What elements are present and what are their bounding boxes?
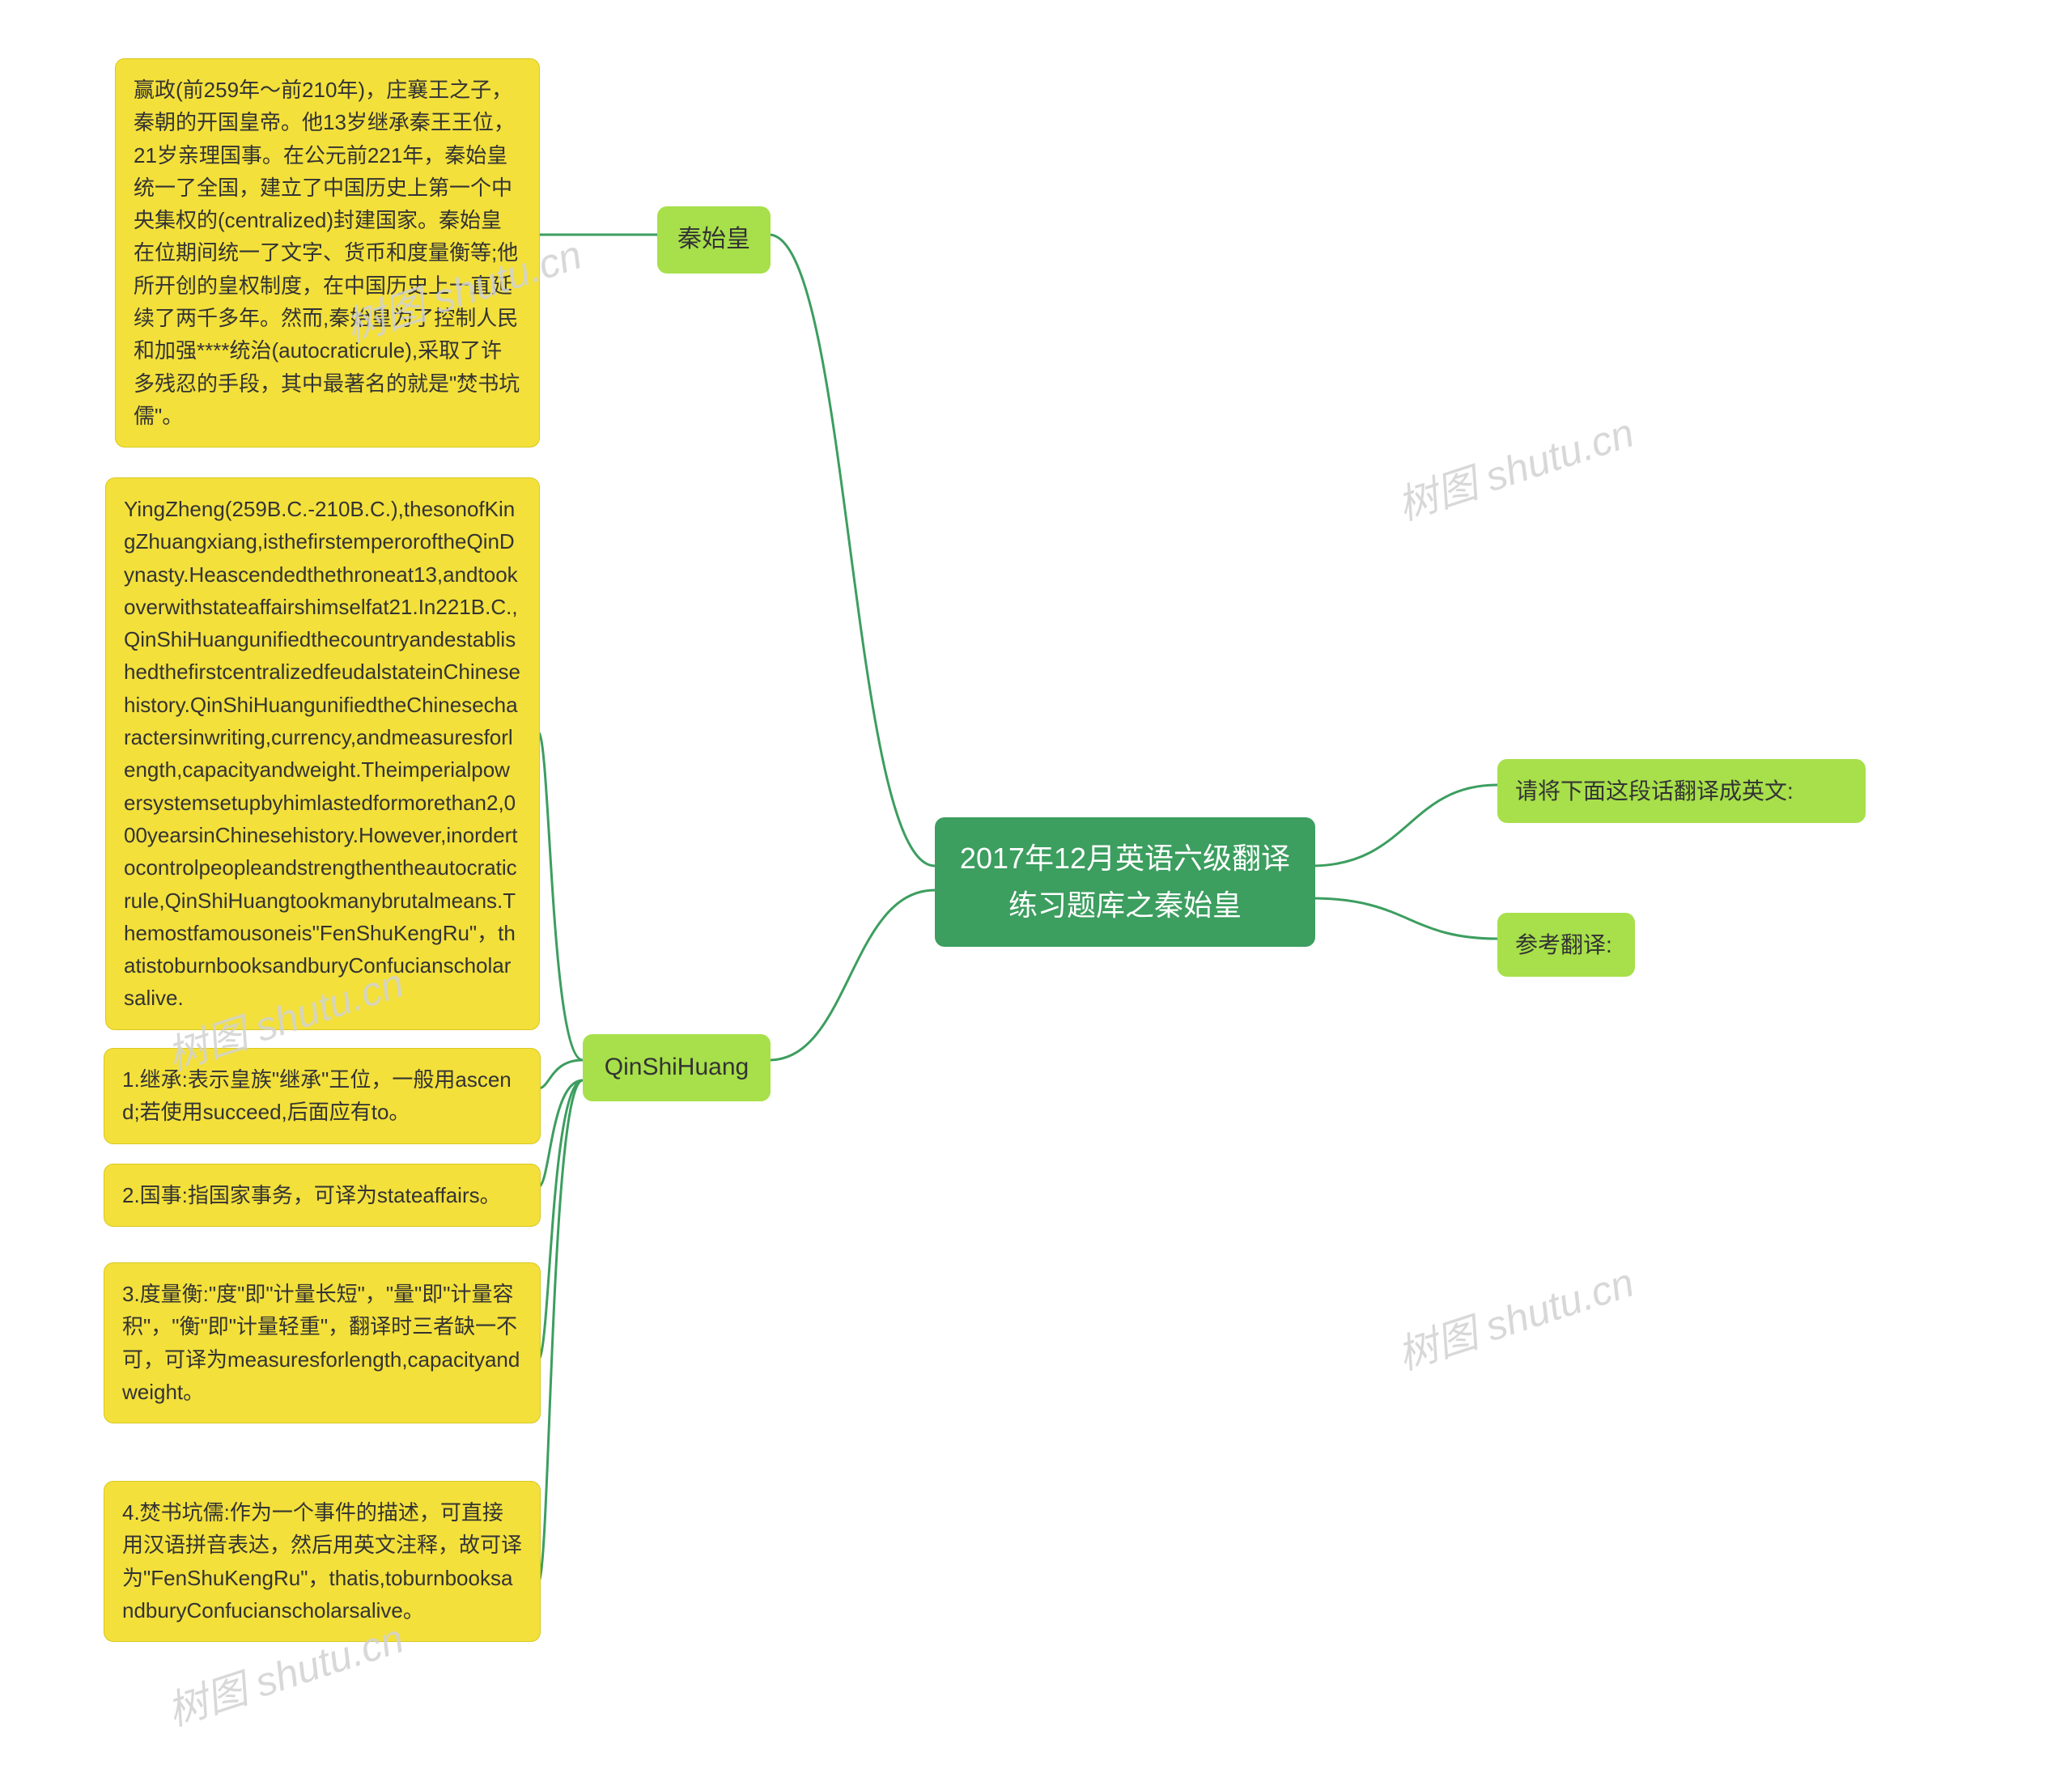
leaf-text: YingZheng(259B.C.-210B.C.),thesonofKingZ… [124, 497, 520, 1010]
root-line2: 练习题库之秦始皇 [1008, 889, 1242, 922]
leaf-note-4-fenshukengru[interactable]: 4.焚书坑儒:作为一个事件的描述，可直接用汉语拼音表达，然后用英文注释，故可译为… [104, 1481, 541, 1642]
conn [769, 235, 935, 866]
conn [538, 1080, 583, 1582]
leaf-text: 赢政(前259年〜前210年)，庄襄王之子，秦朝的开国皇帝。他13岁继承秦王王位… [134, 78, 520, 428]
root-node[interactable]: 2017年12月英语六级翻译 练习题库之秦始皇 [935, 817, 1315, 947]
right-branch-translate-prompt[interactable]: 请将下面这段话翻译成英文: [1497, 759, 1866, 823]
leaf-text: 3.度量衡:"度"即"计量长短"，"量"即"计量容积"，"衡"即"计量轻重"，翻… [122, 1282, 520, 1404]
conn [769, 890, 935, 1060]
leaf-text: 4.焚书坑儒:作为一个事件的描述，可直接用汉语拼音表达，然后用英文注释，故可译为… [122, 1500, 522, 1622]
leaf-text: 1.继承:表示皇族"继承"王位，一般用ascend;若使用succeed,后面应… [122, 1067, 512, 1124]
conn [538, 1080, 583, 1359]
conn [538, 1060, 583, 1088]
branch-label: QinShiHuang [605, 1054, 749, 1080]
root-line1: 2017年12月英语六级翻译 [960, 842, 1290, 875]
leaf-text: 2.国事:指国家事务，可译为stateaffairs。 [122, 1183, 501, 1207]
conn [538, 1080, 583, 1187]
leaf-qsh-en-translation[interactable]: YingZheng(259B.C.-210B.C.),thesonofKingZ… [105, 477, 540, 1030]
right-branch-label: 请将下面这段话翻译成英文: [1515, 778, 1794, 804]
leaf-qsh-cn-desc[interactable]: 赢政(前259年〜前210年)，庄襄王之子，秦朝的开国皇帝。他13岁继承秦王王位… [115, 58, 540, 448]
mindmap-canvas: 2017年12月英语六级翻译 练习题库之秦始皇 请将下面这段话翻译成英文: 参考… [0, 0, 2072, 1790]
watermark: 树图 shutu.cn [1389, 1250, 1640, 1381]
watermark: 树图 shutu.cn [1389, 401, 1640, 532]
leaf-note-2-stateaffairs[interactable]: 2.国事:指国家事务，可译为stateaffairs。 [104, 1164, 541, 1227]
left-branch-qinshihuang-cn[interactable]: 秦始皇 [657, 206, 771, 274]
right-branch-reference[interactable]: 参考翻译: [1497, 913, 1635, 977]
conn [538, 732, 583, 1060]
conn [1311, 898, 1497, 939]
leaf-note-3-measures[interactable]: 3.度量衡:"度"即"计量长短"，"量"即"计量容积"，"衡"即"计量轻重"，翻… [104, 1262, 541, 1423]
right-branch-label: 参考翻译: [1515, 932, 1612, 957]
root-text: 2017年12月英语六级翻译 练习题库之秦始皇 [960, 835, 1290, 928]
leaf-note-1-ascend[interactable]: 1.继承:表示皇族"继承"王位，一般用ascend;若使用succeed,后面应… [104, 1048, 541, 1144]
left-branch-qinshihuang-en[interactable]: QinShiHuang [583, 1034, 771, 1101]
conn [1311, 785, 1497, 866]
branch-label: 秦始皇 [677, 226, 750, 252]
